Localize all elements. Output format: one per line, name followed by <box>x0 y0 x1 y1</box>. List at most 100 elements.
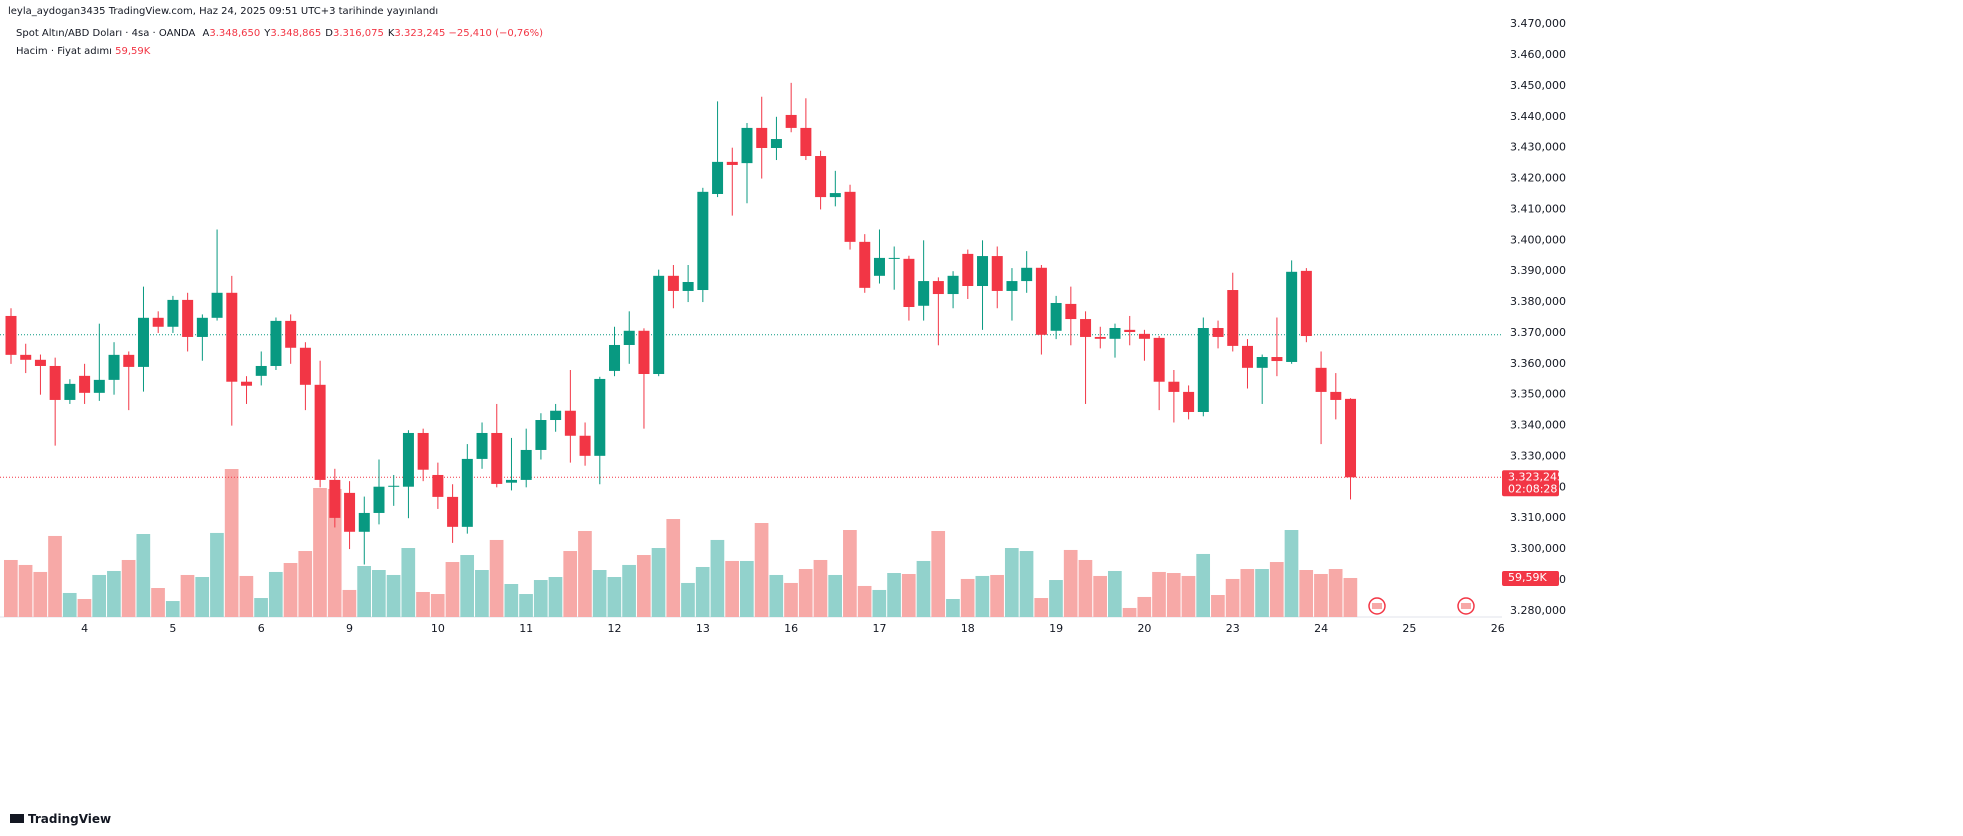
candle-body <box>594 378 606 456</box>
candle-body <box>873 257 885 276</box>
candle-body <box>5 315 17 355</box>
volume-bar <box>33 571 48 617</box>
volume-legend: Hacim · Fiyat adımı 59,59K <box>16 46 150 57</box>
volume-bar <box>710 539 725 617</box>
candle-body <box>373 486 385 513</box>
candle-body <box>667 275 679 291</box>
last-price-box <box>1502 470 1559 497</box>
x-tick-label: 12 <box>608 622 622 635</box>
change: −25,410 (−0,76%) <box>448 28 544 39</box>
volume-bar <box>180 574 195 617</box>
volume-bar <box>254 598 268 617</box>
volume-bar <box>504 584 519 617</box>
y-tick-label: 3.460,000 <box>1510 48 1566 61</box>
candle-body <box>417 432 429 470</box>
volume-bar <box>298 551 313 617</box>
candle-body <box>712 161 724 194</box>
candle-body <box>991 256 1003 291</box>
y-tick-label: 3.400,000 <box>1510 233 1566 246</box>
x-tick-label: 6 <box>258 622 265 635</box>
brand: TradingView <box>10 812 111 826</box>
candle-body <box>697 191 709 291</box>
volume-bar <box>681 582 695 617</box>
volume-bar <box>62 592 77 617</box>
candle-body <box>1006 281 1018 291</box>
volume-bar <box>769 574 784 617</box>
volume-bar <box>283 562 298 617</box>
y-tick-label: 3.450,000 <box>1510 79 1566 92</box>
candle-body <box>299 347 311 385</box>
y-tick-label: 3.300,000 <box>1510 542 1566 555</box>
y-tick-label: 3.390,000 <box>1510 264 1566 277</box>
volume-bar <box>519 594 533 617</box>
candle-body <box>1065 303 1077 320</box>
candle-body <box>49 365 61 400</box>
volume-bar <box>563 551 578 617</box>
last-price-label: 3.323,245 <box>1508 470 1564 483</box>
x-tick-label: 4 <box>81 622 88 635</box>
volume-bar <box>843 530 857 617</box>
volume-bar <box>754 523 769 617</box>
candle-body <box>64 383 76 400</box>
volume-bar <box>151 588 165 617</box>
volume-bar <box>386 574 401 617</box>
volume-bar <box>165 601 180 617</box>
candle-body <box>1153 337 1165 382</box>
candle-body <box>329 479 341 518</box>
candle-body <box>579 435 591 456</box>
volume-bar <box>1225 578 1240 617</box>
volume-bar <box>666 519 681 617</box>
candle-body <box>1330 391 1342 400</box>
candle-body <box>388 485 400 487</box>
volume-title: Hacim · Fiyat adımı <box>16 46 112 57</box>
x-tick-label: 16 <box>784 622 798 635</box>
symbol: Spot Altın/ABD Doları · 4sa · OANDA <box>16 28 196 39</box>
volume-bar <box>430 594 445 617</box>
volume-bar <box>1108 570 1122 617</box>
volume-bar <box>401 548 416 617</box>
y-tick-label: 3.350,000 <box>1510 388 1566 401</box>
y-tick-label: 3.280,000 <box>1510 604 1566 617</box>
candle-body <box>152 317 164 327</box>
x-tick-label: 11 <box>519 622 533 635</box>
volume-bar <box>1166 573 1181 617</box>
volume-bar <box>725 560 739 617</box>
volume-bar <box>1063 549 1078 617</box>
volume-bar <box>931 530 946 617</box>
x-tick-label: 10 <box>431 622 445 635</box>
candle-body <box>770 139 782 148</box>
candle-body <box>344 492 356 532</box>
y-tick-label: 3.340,000 <box>1510 419 1566 432</box>
candle-body <box>932 281 944 295</box>
volume-bar <box>121 559 136 617</box>
ohlc-key: A <box>202 28 210 39</box>
volume-bar <box>1255 569 1269 617</box>
volume-bar <box>946 598 960 617</box>
candle-body <box>520 449 532 480</box>
candle-body <box>653 275 665 375</box>
candle-body <box>34 359 46 366</box>
volume-bar <box>445 562 460 617</box>
candle-body <box>623 330 635 345</box>
y-tick-label: 3.310,000 <box>1510 511 1566 524</box>
volume-bar <box>533 580 548 617</box>
ohlc-value: 3.348,865 <box>270 28 322 39</box>
volume-bar <box>1137 596 1152 617</box>
volume-bar <box>107 570 121 617</box>
candle-body <box>20 354 32 360</box>
x-tick-label: 9 <box>346 622 353 635</box>
event-flag-stripes <box>1372 603 1382 609</box>
volume-bar <box>475 570 489 617</box>
candle-body <box>226 292 238 382</box>
ohlc-key: K <box>387 28 395 39</box>
candle-body <box>1124 329 1136 333</box>
countdown: 02:08:28 <box>1508 482 1557 495</box>
candle-body <box>962 253 974 287</box>
candle-body <box>844 191 856 242</box>
candle-body <box>137 317 149 367</box>
y-tick-label: 3.330,000 <box>1510 449 1566 462</box>
volume-value: 59,59K <box>115 46 151 57</box>
volume-bar <box>1034 598 1049 617</box>
